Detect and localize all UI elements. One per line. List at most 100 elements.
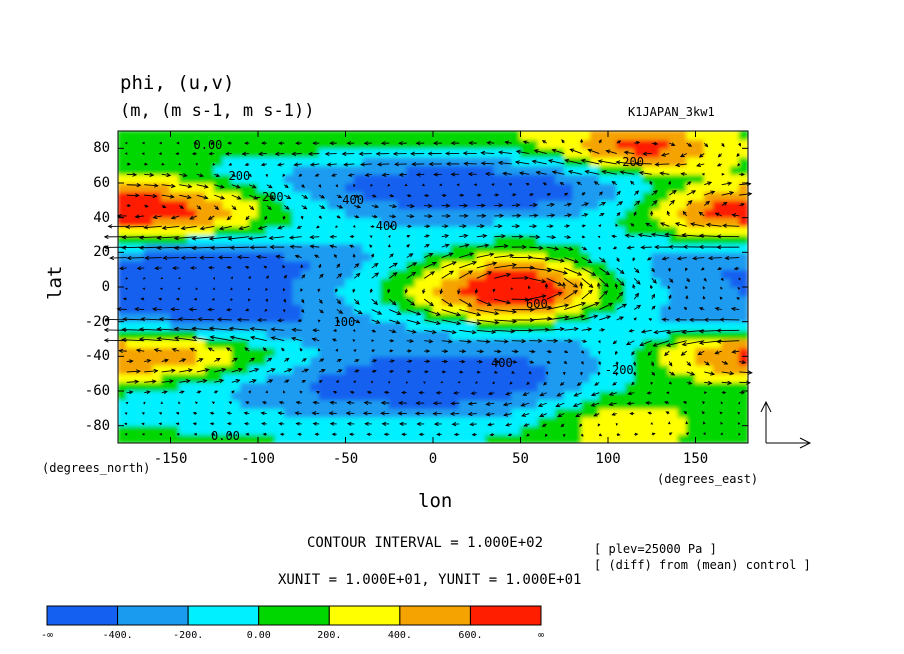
field-cell (528, 321, 539, 331)
field-cell (118, 217, 128, 227)
wind-arrow-head (282, 288, 286, 292)
wind-arrow-head (687, 181, 692, 185)
wind-arrow-head (616, 190, 621, 195)
field-cell (126, 277, 136, 288)
field-cell (362, 234, 373, 245)
field-cell (686, 225, 696, 236)
field-cell (327, 199, 338, 210)
field-cell (170, 321, 180, 331)
field-cell (581, 399, 591, 409)
wind-arrow-head (630, 223, 635, 227)
wind-arrow (662, 257, 670, 260)
field-cell (187, 199, 198, 210)
field-cell (415, 321, 425, 331)
wind-arrow-head (525, 182, 530, 186)
field-cell (118, 286, 128, 297)
wind-arrow-head (341, 151, 347, 156)
wind-arrow (181, 225, 197, 230)
field-cell (275, 347, 285, 357)
wind-arrow (564, 257, 579, 263)
wind-arrow-head (449, 411, 455, 416)
wind-arrow (190, 348, 197, 352)
wind-arrow (616, 291, 624, 300)
field-cell (240, 416, 250, 427)
field-cell (187, 260, 198, 271)
field-cell (283, 208, 294, 219)
field-cell (642, 390, 653, 401)
field-cell (721, 286, 731, 297)
field-cell (327, 364, 338, 375)
field-cell (633, 260, 644, 271)
wind-arrow (516, 150, 530, 154)
wind-arrow-head (645, 401, 650, 405)
field-cell (581, 347, 591, 357)
wind-arrow-head (422, 289, 426, 295)
field-cell (555, 217, 565, 227)
field-cell (327, 303, 338, 314)
field-cell (738, 355, 748, 366)
wind-arrow-head (392, 272, 398, 277)
wind-arrow-head (496, 349, 502, 354)
field-cell (572, 277, 583, 288)
field-cell (485, 277, 495, 288)
field-cell (721, 399, 731, 409)
field-cell (327, 208, 338, 219)
wind-arrow-head (261, 141, 266, 145)
field-cell (275, 425, 285, 435)
field-cell (598, 329, 609, 340)
wind-arrow-head (373, 359, 378, 363)
wind-arrow-head (390, 194, 395, 198)
field-cell (135, 373, 145, 383)
wind-arrow-head (231, 390, 235, 394)
wind-arrow-head (710, 371, 716, 376)
field-cell (546, 425, 556, 435)
wind-arrow (721, 182, 732, 186)
field-cell (703, 425, 714, 435)
wind-arrow-head (156, 235, 162, 241)
field-cell (301, 295, 311, 305)
field-cell (703, 217, 714, 227)
wind-arrow (406, 298, 415, 306)
field-cell (345, 355, 355, 366)
field-cell (283, 156, 294, 167)
field-cell (248, 303, 259, 314)
wind-arrow-head (697, 351, 703, 356)
field-cell (511, 251, 521, 262)
field-cell (353, 147, 364, 158)
wind-arrow-head (727, 380, 733, 385)
field-cell (161, 234, 171, 245)
field-cell (345, 433, 355, 443)
field-cell (187, 381, 198, 392)
field-cell (546, 355, 556, 366)
field-cell (118, 381, 128, 392)
field-cell (616, 295, 626, 305)
field-cell (345, 199, 355, 210)
wind-arrow-head (502, 171, 508, 176)
wind-arrow-head (277, 225, 282, 230)
wind-arrow (157, 328, 180, 331)
field-cell (135, 182, 145, 193)
wind-arrow-head (151, 379, 157, 384)
field-cell (668, 390, 679, 401)
wind-arrow-head (219, 184, 225, 189)
field-cell (371, 243, 381, 253)
wind-arrow-head (121, 337, 127, 342)
field-cell (625, 131, 635, 141)
field-cell (135, 199, 145, 210)
field-cell (415, 251, 425, 262)
wind-arrow-head (415, 141, 421, 146)
field-cell (502, 373, 513, 383)
field-cell (301, 381, 311, 392)
wind-arrow-head (144, 255, 150, 261)
wind-arrow-head (686, 278, 690, 283)
wind-arrow (564, 203, 572, 206)
field-cell (161, 312, 171, 323)
wind-arrow (638, 234, 652, 238)
field-cell (187, 286, 198, 297)
field-cell (327, 381, 338, 392)
y-tick-label: -40 (84, 348, 111, 365)
field-cell (397, 364, 408, 375)
field-cell (388, 407, 399, 418)
field-cell (266, 208, 276, 219)
wind-arrow-head (173, 236, 179, 241)
